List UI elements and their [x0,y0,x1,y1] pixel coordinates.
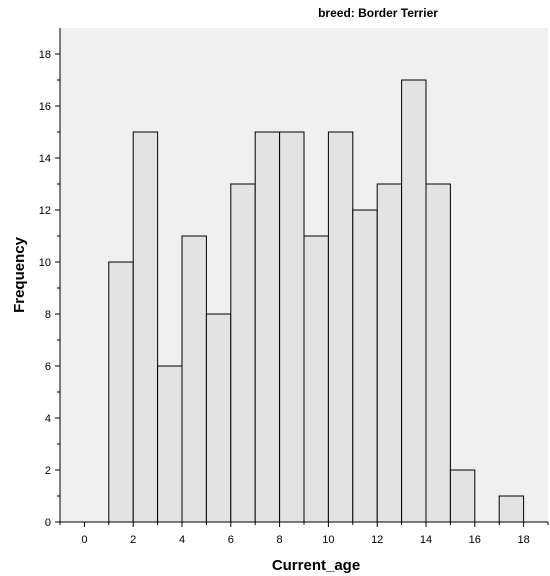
chart-title: breed: Border Terrier [318,6,438,20]
x-tick-label-2: 2 [130,534,136,546]
histogram-bar-2 [157,365,183,523]
y-tick-label-8: 8 [45,309,51,321]
x-tick-label-10: 10 [322,534,334,546]
y-tick-label-16: 16 [39,101,51,113]
histogram-bar-11 [376,183,403,523]
histogram-bar-14 [449,469,476,523]
x-tick-label-8: 8 [277,534,283,546]
y-tick-label-0: 0 [45,517,51,529]
histogram-bar-1 [132,131,159,523]
histogram-bar-13 [425,183,451,523]
histogram-bar-12 [401,79,427,523]
y-axis: 0 2 4 6 8 10 12 14 16 18 [39,28,61,529]
y-tick-label-12: 12 [39,205,51,217]
histogram-bar-4 [205,313,232,523]
x-tick-label-12: 12 [371,534,383,546]
x-tick-label-4: 4 [179,534,185,546]
y-tick-label-18: 18 [39,49,51,61]
histogram-bar-8 [303,235,329,523]
y-tick-label-14: 14 [39,153,51,165]
histogram-bar-7 [279,131,305,523]
x-axis: 0 2 4 6 8 10 12 14 16 18 [59,521,549,546]
x-tick-label-14: 14 [420,534,432,546]
histogram-bar-6 [254,131,281,523]
histogram-bar-0 [108,261,134,523]
histogram-bar-5 [230,183,256,523]
y-tick-label-10: 10 [39,257,51,269]
y-axis-title: Frequency [11,236,28,313]
bars-group [108,79,525,523]
histogram-bar-3 [181,235,207,523]
histogram-bar-15 [498,495,525,523]
x-axis-title: Current_age [272,557,360,574]
x-tick-label-16: 16 [469,534,481,546]
x-tick-label-18: 18 [517,534,529,546]
y-tick-label-4: 4 [45,413,51,425]
x-tick-label-6: 6 [228,534,234,546]
y-tick-label-6: 6 [45,361,51,373]
histogram-bar-9 [327,131,354,523]
x-tick-label-0: 0 [81,534,87,546]
histogram-bar-10 [352,209,378,523]
y-tick-label-2: 2 [45,465,51,477]
